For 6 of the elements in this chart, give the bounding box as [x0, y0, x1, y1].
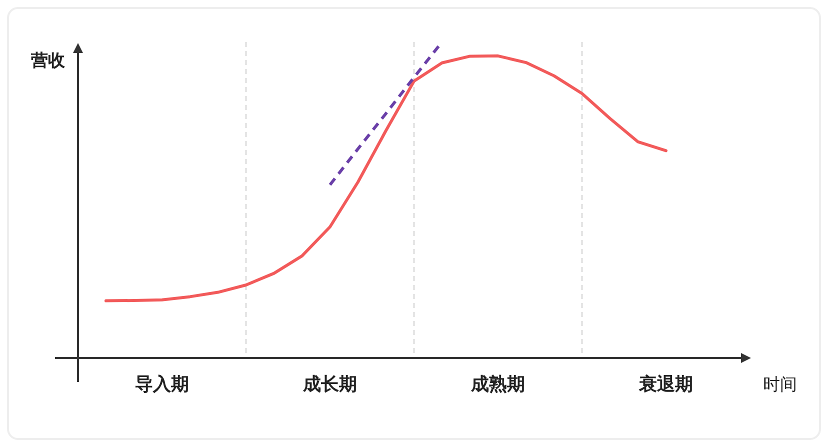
x-tick-label: 成熟期: [470, 374, 525, 394]
x-tick-label: 成长期: [302, 374, 357, 394]
y-axis-title: 营收: [30, 51, 66, 70]
x-tick-label: 衰退期: [638, 374, 693, 394]
x-tick-label: 导入期: [135, 374, 189, 394]
x-axis-title: 时间: [763, 375, 797, 394]
